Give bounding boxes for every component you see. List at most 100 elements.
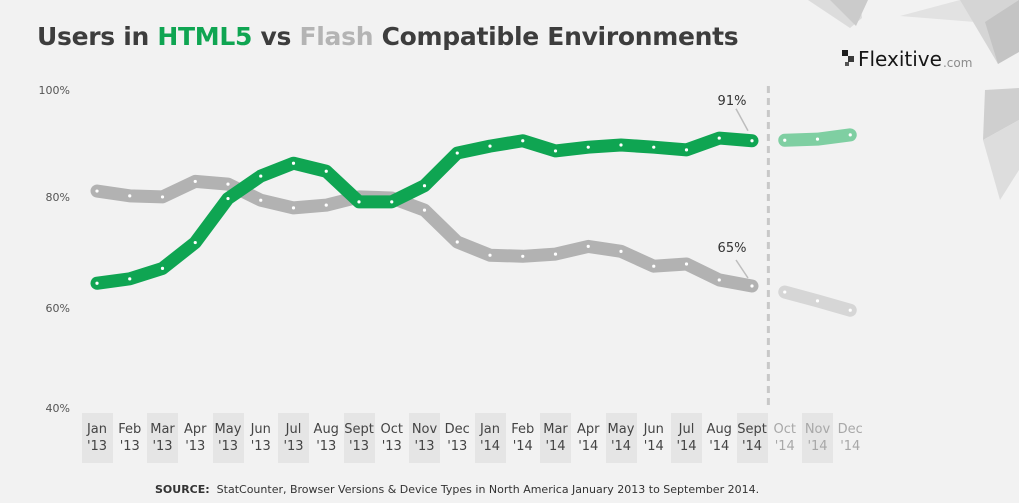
x-tick-label: Sept '13 <box>339 421 379 455</box>
x-tick-year: '13 <box>414 439 435 454</box>
x-tick-month: Dec <box>837 422 863 437</box>
y-tick-label: 100% <box>38 84 70 97</box>
polygon-shape <box>983 88 1019 140</box>
html5-projection-point <box>783 138 787 142</box>
x-tick-label: Mar '13 <box>143 421 183 455</box>
x-tick-year: '13 <box>316 439 337 454</box>
flash-data-point <box>160 195 165 199</box>
x-column-band <box>343 413 375 463</box>
y-tick-label: 60% <box>45 302 70 315</box>
title-text: Users in <box>37 22 158 51</box>
x-tick-year: '14 <box>479 439 501 454</box>
source-label: SOURCE: <box>155 483 210 496</box>
html5-data-point <box>324 169 328 173</box>
value-annotation: 91% <box>718 94 747 109</box>
x-tick-year: '13 <box>119 439 140 454</box>
html5-data-point <box>652 145 656 149</box>
x-tick-label: Jul '13 <box>274 421 314 455</box>
x-tick-month: Aug <box>313 422 339 437</box>
x-tick-month: Apr <box>184 422 207 437</box>
flash-projection-point <box>783 290 787 294</box>
annotation-leader <box>735 108 749 132</box>
x-tick-year: '14 <box>643 439 664 454</box>
x-tick-month: Apr <box>577 422 600 437</box>
x-tick-month: Jul <box>678 422 695 437</box>
x-tick-label: Dec '14 <box>830 421 870 455</box>
html5-data-point <box>488 144 492 148</box>
x-column-band <box>736 413 768 463</box>
flash-data-point <box>684 262 689 266</box>
x-tick-label: Oct '14 <box>765 421 805 455</box>
x-tick-year: '14 <box>610 439 632 454</box>
x-tick-label: Dec '13 <box>437 421 477 455</box>
x-tick-label: Sept '14 <box>732 421 772 455</box>
x-tick-year: '13 <box>152 439 173 454</box>
flash-projection-point <box>848 308 852 312</box>
x-tick-year: '14 <box>545 439 566 454</box>
flash-data-point <box>422 208 427 212</box>
html5-data-point <box>684 148 689 152</box>
html5-data-point <box>291 161 296 165</box>
x-tick-label: Oct '13 <box>372 421 412 455</box>
x-tick-month: Jan <box>479 422 501 437</box>
flash-data-point <box>193 179 197 184</box>
flash-data-point <box>750 284 754 288</box>
flash-data-point <box>455 240 459 244</box>
x-column-band <box>212 413 244 463</box>
x-tick-label: Jun '13 <box>241 421 281 455</box>
x-tick-label: Nov '13 <box>405 421 445 455</box>
html5-projection-point <box>848 133 852 137</box>
x-tick-year: '13 <box>381 439 402 454</box>
flash-data-point <box>619 249 623 253</box>
x-column-band <box>474 413 506 463</box>
x-tick-year: '14 <box>774 439 795 454</box>
x-tick-label: Feb '13 <box>110 421 150 455</box>
x-tick-label: Jan '13 <box>77 421 117 455</box>
x-tick-label: Mar '14 <box>536 421 576 455</box>
x-column-band <box>278 413 309 463</box>
x-tick-label: Aug '13 <box>306 421 346 455</box>
x-tick-month: May <box>607 422 635 437</box>
x-tick-month: Jul <box>285 422 302 437</box>
html5-data-point <box>619 143 623 147</box>
title-text: vs <box>252 22 300 51</box>
x-tick-month: Mar <box>543 422 568 437</box>
x-tick-label: Jun '14 <box>634 421 674 455</box>
x-tick-month: Feb <box>118 422 142 437</box>
html5-data-point <box>95 281 99 285</box>
title-text: Compatible Environments <box>373 22 739 51</box>
flexitive-logo[interactable]: Flexitive .com <box>842 48 972 70</box>
x-tick-month: Nov <box>804 422 831 437</box>
html5-data-point <box>553 149 558 153</box>
x-tick-label: May '14 <box>601 421 641 455</box>
x-tick-month: Sept <box>737 422 767 437</box>
html5-data-point <box>128 277 132 281</box>
x-tick-label: Apr '14 <box>568 421 608 455</box>
flash-data-point <box>259 198 263 202</box>
x-tick-month: Jun <box>643 422 664 437</box>
x-tick-month: Sept <box>344 422 374 437</box>
x-tick-year: '13 <box>185 439 206 454</box>
html5-data-point <box>226 196 230 201</box>
html5-data-point <box>521 139 525 143</box>
html5-data-point <box>422 184 427 188</box>
x-tick-month: May <box>214 422 242 437</box>
title-flash: Flash <box>299 22 374 51</box>
x-tick-year: '14 <box>741 439 763 454</box>
x-column-band <box>147 413 178 463</box>
html5-data-point <box>193 240 197 245</box>
x-tick-year: '13 <box>283 439 304 454</box>
x-tick-year: '14 <box>807 439 828 454</box>
y-tick-label: 80% <box>45 191 70 204</box>
flash-data-point <box>488 253 492 257</box>
html5-data-point <box>455 151 459 155</box>
x-tick-year: '13 <box>86 439 108 454</box>
polygon-shape <box>830 0 868 26</box>
x-column-band <box>605 413 637 463</box>
html5-data-point <box>357 200 361 204</box>
x-tick-year: '13 <box>217 439 239 454</box>
html5-data-point <box>717 136 721 140</box>
x-tick-label: Apr '13 <box>175 421 215 455</box>
x-column-band <box>540 413 571 463</box>
